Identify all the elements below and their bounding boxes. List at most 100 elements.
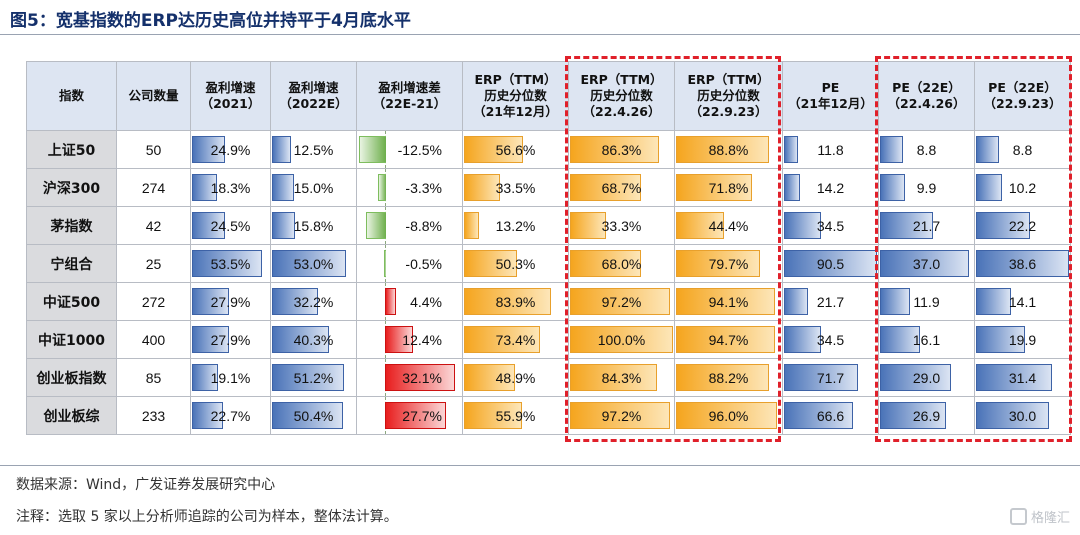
- value-label: 40.3%: [293, 331, 334, 348]
- bar-pe_2209: [976, 136, 999, 163]
- bar-pe_2204: [880, 326, 921, 353]
- bar-g2021: [192, 364, 219, 391]
- header-line: PE: [821, 79, 840, 95]
- value-label: 30.0: [1008, 407, 1037, 424]
- bar-erp_2112: [464, 402, 523, 429]
- index-name: 中证1000: [26, 320, 117, 359]
- bar-erp_2112: [464, 364, 516, 391]
- header-erp_2112: ERP（TTM） 历史分位数 （21年12月）: [462, 61, 569, 131]
- value-label: 19.1%: [210, 369, 251, 386]
- bar-pe_2112: [784, 136, 798, 163]
- cell-pe_2204: 16.1: [878, 320, 975, 359]
- value-label: 79.7%: [708, 255, 749, 272]
- header-line: PE（22E）: [988, 79, 1057, 95]
- value-label: 94.1%: [708, 293, 749, 310]
- bar-gdiff: [385, 402, 446, 429]
- header-line: PE（22E）: [892, 79, 961, 95]
- bar-pe_2204: [880, 364, 951, 391]
- bar-pe_2112: [784, 212, 821, 239]
- cell-g2022: 32.2%: [270, 282, 357, 321]
- table-body: 上证50 50 24.9% 12.5% -12.5% 56.6% 86.3% 88.8% 11.…: [26, 130, 1071, 435]
- cell-pe_2209: 38.6: [974, 244, 1071, 283]
- company-count: 272: [116, 282, 191, 321]
- index-name: 沪深300: [26, 168, 117, 207]
- cell-gdiff: 32.1%: [356, 358, 463, 397]
- bar-pe_2209: [976, 326, 1026, 353]
- watermark-logo-icon: [1009, 508, 1027, 525]
- bar-erp_2112: [464, 174, 500, 201]
- header-line: （22.9.23）: [689, 104, 768, 120]
- cell-erp_2112: 73.4%: [462, 320, 569, 359]
- value-label: 37.0: [912, 255, 941, 272]
- company-count: 85: [116, 358, 191, 397]
- bar-g2022: [272, 364, 344, 391]
- cell-g2021: 27.9%: [190, 320, 271, 359]
- cell-gdiff: -0.5%: [356, 244, 463, 283]
- bar-erp_2204: [570, 136, 659, 163]
- cell-erp_2204: 84.3%: [568, 358, 675, 397]
- table-row: 沪深300 274 18.3% 15.0% -3.3% 33.5% 68.7% 71.8% 14…: [26, 168, 1071, 207]
- value-label: 12.5%: [293, 141, 334, 158]
- value-label: -3.3%: [405, 179, 442, 196]
- table-row: 创业板指数 85 19.1% 51.2% 32.1% 48.9% 84.3% 88.2% 71.…: [26, 358, 1071, 397]
- cell-erp_2204: 68.7%: [568, 168, 675, 207]
- cell-g2022: 40.3%: [270, 320, 357, 359]
- cell-g2021: 19.1%: [190, 358, 271, 397]
- value-label: -0.5%: [405, 255, 442, 272]
- value-label: 11.9: [913, 293, 940, 310]
- cell-g2022: 53.0%: [270, 244, 357, 283]
- bar-pe_2112: [784, 364, 859, 391]
- cell-erp_2209: 94.1%: [674, 282, 783, 321]
- value-label: 97.2%: [601, 293, 642, 310]
- bar-gdiff: [366, 212, 386, 239]
- bar-pe_2209: [976, 212, 1031, 239]
- title-divider: [0, 34, 1080, 35]
- cell-pe_2209: 31.4: [974, 358, 1071, 397]
- bar-pe_2204: [880, 288, 911, 315]
- company-count: 25: [116, 244, 191, 283]
- value-label: 9.9: [916, 179, 937, 196]
- bar-gdiff: [385, 364, 455, 391]
- value-label: -8.8%: [405, 217, 442, 234]
- bar-erp_2112: [464, 250, 517, 277]
- cell-pe_2112: 90.5: [782, 244, 879, 283]
- header-g2021: 盈利增速 （2021）: [190, 61, 271, 131]
- value-label: 34.5: [816, 331, 845, 348]
- bar-g2022: [272, 250, 347, 277]
- cell-pe_2112: 34.5: [782, 206, 879, 245]
- header-pe_2209: PE（22E） （22.9.23）: [974, 61, 1071, 131]
- cell-erp_2112: 13.2%: [462, 206, 569, 245]
- bar-gdiff: [378, 174, 386, 201]
- company-count: 233: [116, 396, 191, 435]
- header-gdiff: 盈利增速差 （22E-21）: [356, 61, 463, 131]
- value-label: 88.2%: [708, 369, 749, 386]
- cell-erp_2209: 88.8%: [674, 130, 783, 169]
- cell-pe_2209: 14.1: [974, 282, 1071, 321]
- bar-g2022: [272, 402, 343, 429]
- company-count: 50: [116, 130, 191, 169]
- bar-erp_2209: [676, 212, 724, 239]
- bar-pe_2112: [784, 174, 801, 201]
- cell-pe_2112: 34.5: [782, 320, 879, 359]
- cell-gdiff: 27.7%: [356, 396, 463, 435]
- bar-g2022: [272, 212, 296, 239]
- cell-gdiff: 4.4%: [356, 282, 463, 321]
- value-label: 94.7%: [708, 331, 749, 348]
- bar-erp_2204: [570, 250, 641, 277]
- value-label: 68.7%: [601, 179, 642, 196]
- cell-g2021: 18.3%: [190, 168, 271, 207]
- bar-g2022: [272, 174, 295, 201]
- bar-erp_2112: [464, 212, 480, 239]
- bar-pe_2204: [880, 136, 903, 163]
- cell-erp_2112: 48.9%: [462, 358, 569, 397]
- bar-gdiff: [383, 250, 386, 277]
- bar-pe_2112: [784, 288, 808, 315]
- value-label: 96.0%: [708, 407, 749, 424]
- header-line: （22.9.23）: [983, 96, 1062, 111]
- cell-g2022: 15.0%: [270, 168, 357, 207]
- value-label: 14.2: [816, 179, 845, 196]
- cell-pe_2209: 8.8: [974, 130, 1071, 169]
- header-line: （22E-21）: [372, 96, 447, 111]
- bar-gdiff: [385, 288, 397, 315]
- company-count: 274: [116, 168, 191, 207]
